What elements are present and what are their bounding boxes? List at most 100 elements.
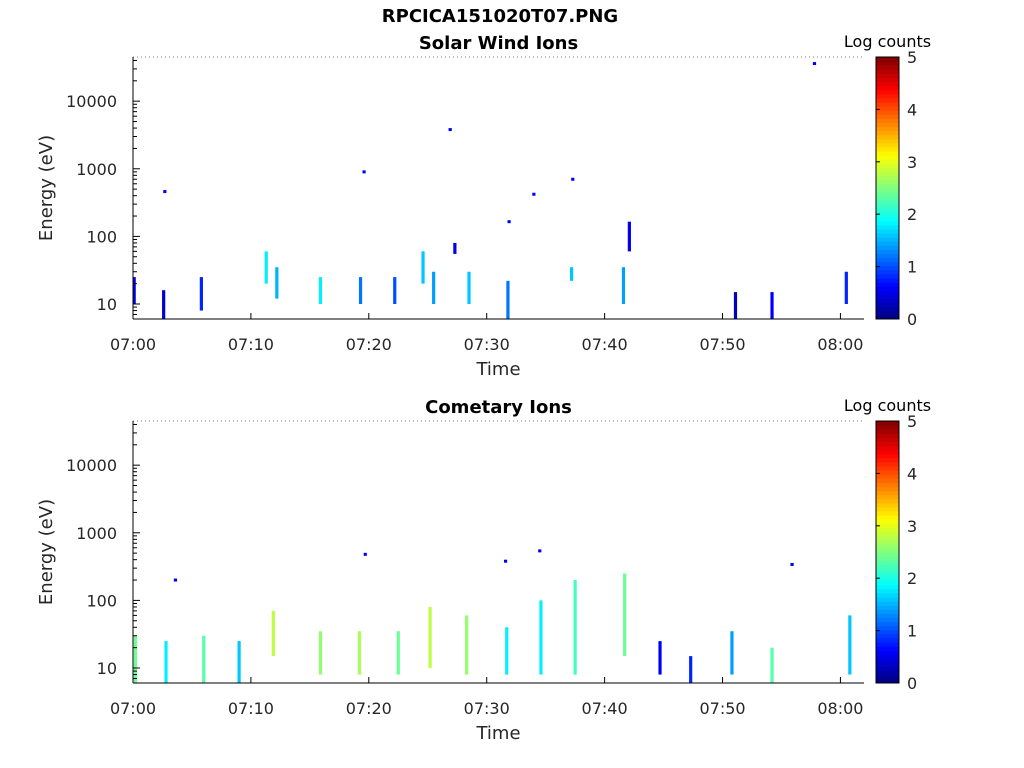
colorbar-segment [876, 470, 899, 475]
colorbar-segment [876, 306, 899, 312]
colorbar-label: Log counts [844, 396, 931, 415]
y-tick-label: 100 [86, 227, 117, 246]
colorbar-segment [876, 494, 899, 500]
colorbar-segment [876, 625, 899, 631]
colorbar-segment [876, 543, 899, 549]
data-column [621, 267, 626, 305]
colorbar-segment [876, 106, 899, 111]
colorbar-segment [876, 613, 899, 618]
colorbar-segment [876, 666, 899, 672]
colorbar-segment [876, 228, 899, 234]
colorbar-segment [876, 147, 899, 152]
data-column [133, 635, 137, 683]
x-tick-label: 07:20 [346, 335, 392, 354]
data-column [538, 549, 542, 553]
colorbar-segment [876, 167, 899, 173]
colorbar-segment [876, 155, 899, 160]
data-column [453, 242, 457, 254]
colorbar-segment [876, 110, 899, 115]
colorbar-tick-label: 5 [907, 412, 917, 431]
colorbar-segment [876, 208, 899, 214]
data-column [428, 606, 432, 669]
colorbar-segment [876, 445, 899, 451]
colorbar-segment [876, 69, 899, 74]
colorbar-segment [876, 97, 899, 103]
y-tick-label: 10000 [66, 92, 117, 111]
y-tick-label: 10 [97, 295, 117, 314]
colorbar-segment [876, 453, 899, 459]
colorbar-segment [876, 159, 899, 164]
data-column [848, 615, 852, 675]
data-column [733, 292, 738, 319]
colorbar-segment [876, 506, 899, 512]
colorbar-segment [876, 670, 899, 676]
x-tick-label: 07:50 [699, 335, 745, 354]
colorbar-tick-label: 4 [907, 100, 917, 119]
colorbar-segment [876, 498, 899, 504]
colorbar-segment [876, 290, 899, 295]
colorbar-segment [876, 273, 899, 279]
data-column [730, 631, 734, 675]
data-column [467, 271, 471, 305]
colorbar-segment [876, 269, 899, 275]
colorbar-tick-label: 4 [907, 464, 917, 483]
colorbar-segment [876, 85, 899, 91]
colorbar-segment [876, 61, 899, 66]
colorbar-segment [876, 114, 899, 119]
colorbar-segment [876, 678, 899, 684]
colorbar-segment [876, 433, 899, 438]
x-tick-label: 07:00 [110, 335, 156, 354]
colorbar-segment [876, 556, 899, 561]
colorbar-segment [876, 576, 899, 582]
colorbar-segment [876, 212, 899, 218]
data-column [432, 271, 436, 305]
data-column [505, 627, 509, 675]
x-axis-label: Time [475, 359, 520, 380]
colorbar-segment [876, 580, 899, 586]
data-column [396, 631, 400, 675]
colorbar-segment [876, 118, 899, 123]
colorbar-segment [876, 171, 899, 177]
colorbar-segment [876, 138, 899, 144]
colorbar-segment [876, 163, 899, 169]
data-column [202, 635, 206, 683]
colorbar-tick-label: 3 [907, 153, 917, 172]
data-column [507, 220, 511, 224]
colorbar-segment [876, 552, 899, 557]
colorbar-tick-label: 5 [907, 48, 917, 67]
colorbar-segment [876, 237, 899, 242]
colorbar-segment [876, 126, 899, 132]
colorbar-segment [876, 429, 899, 434]
colorbar-segment [876, 200, 899, 205]
data-column [448, 128, 452, 132]
data-column [770, 647, 774, 683]
colorbar-segment [876, 245, 899, 250]
colorbar-segment [876, 515, 899, 520]
colorbar-segment [876, 560, 899, 565]
data-column [770, 292, 774, 319]
colorbar-segment [876, 547, 899, 553]
colorbar-segment [876, 179, 899, 185]
colorbar-tick-label: 3 [907, 517, 917, 536]
colorbar-segment [876, 151, 899, 156]
colorbar-tick-label: 1 [907, 258, 917, 277]
data-column [627, 221, 631, 252]
data-column [532, 192, 536, 196]
data-column [623, 573, 627, 657]
colorbar-segment [876, 568, 899, 573]
colorbar-segment [876, 621, 899, 627]
colorbar-segment [876, 584, 899, 590]
colorbar-segment [876, 629, 899, 635]
y-axis-label: Energy (eV) [36, 135, 57, 241]
colorbar-segment [876, 617, 899, 623]
x-tick-label: 07:10 [228, 335, 274, 354]
data-column [506, 280, 510, 319]
data-column [393, 277, 397, 305]
colorbar-segment [876, 650, 899, 655]
colorbar-segment [876, 233, 899, 238]
colorbar-tick-label: 2 [907, 569, 917, 588]
y-tick-label: 100 [86, 591, 117, 610]
colorbar-segment [876, 175, 899, 181]
colorbar-segment [876, 588, 899, 594]
colorbar-segment [876, 89, 899, 95]
